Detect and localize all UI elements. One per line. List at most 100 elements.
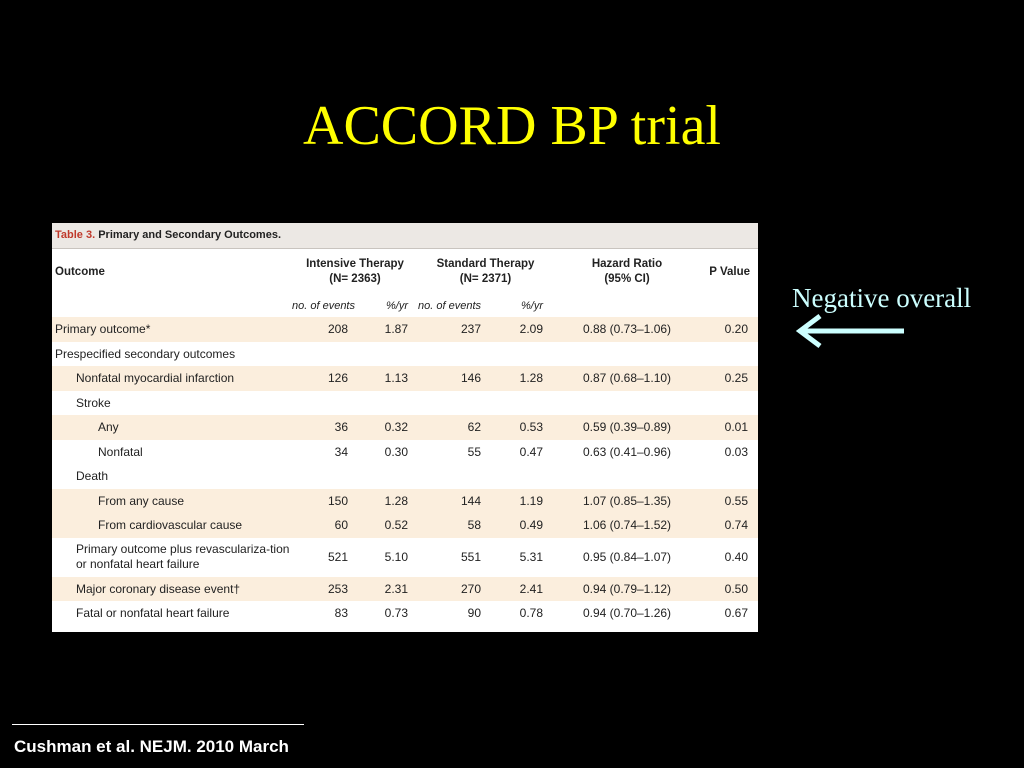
hazard-ratio-cell xyxy=(553,391,701,416)
intensive-rate-cell: 0.52 xyxy=(384,518,409,533)
standard-rate-cell: 0.53 xyxy=(519,420,544,435)
intensive-events-cell: 34 xyxy=(334,444,348,459)
intensive-rate-cell: 0.30 xyxy=(384,444,409,459)
standard-events-cell: 90 xyxy=(467,606,482,621)
standard-events-cell: 55 xyxy=(467,444,482,459)
standard-events-cell: 62 xyxy=(467,420,482,435)
intensive-events-cell: 208 xyxy=(327,322,348,337)
standard-events-cell: 144 xyxy=(460,493,482,508)
table-caption-label: Table 3. xyxy=(55,229,96,241)
intensive-rate-cell: 1.87 xyxy=(384,322,409,337)
hazard-ratio-cell: 1.06 (0.74–1.52) xyxy=(582,518,672,533)
outcome-cell: Nonfatal xyxy=(98,444,143,459)
table-row: Any 36 0.32 62 0.53 0.59 (0.39–0.89) 0.01 xyxy=(52,415,759,440)
outcome-cell: Major coronary disease event† xyxy=(76,581,241,596)
standard-rate-cell xyxy=(481,464,553,489)
p-value-cell: 0.03 xyxy=(724,444,749,459)
standard-rate-cell xyxy=(481,342,553,367)
intensive-events-cell: 126 xyxy=(327,371,348,386)
outcome-cell: Fatal or nonfatal heart failure xyxy=(76,606,230,621)
footer-divider xyxy=(12,724,304,725)
slide-title: ACCORD BP trial xyxy=(303,95,721,157)
standard-events-cell: 146 xyxy=(460,371,482,386)
header-hazard-ratio: Hazard Ratio (95% CI) xyxy=(591,258,663,285)
table-row: Major coronary disease event† 253 2.31 270 2… xyxy=(52,576,759,601)
p-value-cell: 0.40 xyxy=(724,550,749,564)
table-caption: Table 3. Primary and Secondary Outcomes. xyxy=(52,223,758,249)
table-row: Fatal or nonfatal heart failure 83 0.73 90 0… xyxy=(52,601,758,626)
outcome-cell: Any xyxy=(98,420,119,435)
standard-events-cell: 270 xyxy=(460,581,482,596)
standard-rate-cell: 2.41 xyxy=(519,581,544,596)
standard-rate-cell: 5.31 xyxy=(519,550,544,564)
hazard-ratio-cell xyxy=(553,342,701,367)
standard-rate-cell: 1.28 xyxy=(519,371,544,386)
table-caption-text: Primary and Secondary Outcomes. xyxy=(98,229,282,241)
p-value-cell: 0.25 xyxy=(724,371,749,386)
standard-events-cell xyxy=(418,464,481,489)
outcome-cell: Primary outcome plus revasculariza-tion … xyxy=(76,542,290,571)
outcome-cell: Stroke xyxy=(76,395,111,410)
p-value-cell xyxy=(701,391,758,416)
outcome-cell: Death xyxy=(76,469,109,484)
hazard-ratio-cell: 0.87 (0.68–1.10) xyxy=(582,371,672,386)
intensive-rate-cell xyxy=(348,464,418,489)
table-row: Primary outcome* 208 1.87 237 2.09 0.88 (0.73… xyxy=(52,317,759,342)
standard-events-cell: 551 xyxy=(460,550,482,564)
intensive-rate-cell: 2.31 xyxy=(384,581,409,596)
standard-events-cell xyxy=(418,391,481,416)
standard-rate-cell: 1.19 xyxy=(519,493,544,508)
intensive-events-cell xyxy=(292,342,348,367)
hazard-ratio-cell xyxy=(553,464,701,489)
hazard-ratio-cell: 0.59 (0.39–0.89) xyxy=(582,420,672,435)
hazard-ratio-cell: 0.88 (0.73–1.06) xyxy=(582,322,672,337)
intensive-events-cell xyxy=(292,391,348,416)
outcome-cell: Prespecified secondary outcomes xyxy=(55,346,236,361)
outcomes-table: Outcome Intensive Therapy (N= 2363) Stand… xyxy=(52,249,759,626)
subheader-rate: %/yr xyxy=(521,299,544,312)
intensive-events-cell: 36 xyxy=(334,420,348,435)
hazard-ratio-cell: 0.94 (0.79–1.12) xyxy=(582,581,672,596)
table-row: Nonfatal myocardial infarction 126 1.13 146… xyxy=(52,366,759,391)
hazard-ratio-cell: 0.63 (0.41–0.96) xyxy=(582,444,672,459)
table-row: From cardiovascular cause 60 0.52 58 0.49 1.0… xyxy=(52,513,759,538)
outcome-cell: Nonfatal myocardial infarction xyxy=(76,371,235,386)
table-row: From any cause 150 1.28 144 1.19 1.07 (0.85–1… xyxy=(52,488,759,513)
intensive-rate-cell: 1.13 xyxy=(384,371,409,386)
hazard-ratio-cell: 0.94 (0.70–1.26) xyxy=(582,606,672,621)
standard-rate-cell: 0.49 xyxy=(519,518,544,533)
table-row: Death xyxy=(52,464,758,489)
standard-rate-cell: 0.78 xyxy=(519,606,544,621)
p-value-cell xyxy=(701,342,758,367)
header-intensive: Intensive Therapy (N= 2363) xyxy=(306,258,404,285)
standard-rate-cell: 0.47 xyxy=(519,444,544,459)
intensive-rate-cell: 1.28 xyxy=(384,493,409,508)
outcome-cell: From any cause xyxy=(98,493,185,508)
standard-rate-cell xyxy=(481,391,553,416)
subheader-events: no. of events xyxy=(418,299,482,312)
citation: Cushman et al. NEJM. 2010 March xyxy=(14,737,289,756)
outcome-cell: Primary outcome* xyxy=(55,322,151,337)
intensive-rate-cell xyxy=(348,391,418,416)
p-value-cell: 0.20 xyxy=(724,322,749,337)
header-outcome: Outcome xyxy=(55,265,105,278)
standard-events-cell: 58 xyxy=(467,518,482,533)
standard-rate-cell: 2.09 xyxy=(519,322,544,337)
p-value-cell: 0.55 xyxy=(724,493,749,508)
subheader-events: no. of events xyxy=(292,299,355,312)
intensive-rate-cell: 0.73 xyxy=(384,606,409,621)
standard-events-cell xyxy=(418,342,481,367)
p-value-cell: 0.67 xyxy=(724,606,749,621)
intensive-rate-cell: 0.32 xyxy=(384,420,409,435)
left-arrow-icon xyxy=(795,314,904,348)
outcomes-table-image: Table 3. Primary and Secondary Outcomes.… xyxy=(52,223,759,632)
table-row: Stroke xyxy=(52,391,758,416)
intensive-events-cell xyxy=(292,464,348,489)
intensive-rate-cell xyxy=(348,342,418,367)
p-value-cell: 0.01 xyxy=(724,420,749,435)
table-row: Primary outcome plus revasculariza-tion … xyxy=(52,538,758,577)
standard-events-cell: 237 xyxy=(460,322,482,337)
annotation-note: Negative overall xyxy=(792,283,972,313)
p-value-cell: 0.74 xyxy=(724,518,749,533)
intensive-events-cell: 83 xyxy=(334,606,348,621)
